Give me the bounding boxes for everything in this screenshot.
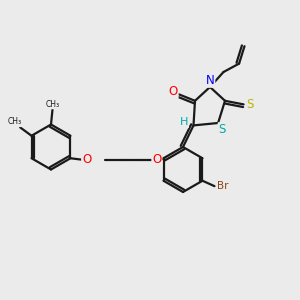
Text: CH₃: CH₃ (8, 118, 22, 127)
Text: S: S (247, 98, 254, 111)
Text: CH₃: CH₃ (46, 100, 60, 109)
Text: O: O (169, 85, 178, 98)
Text: O: O (152, 153, 161, 166)
Text: S: S (219, 123, 226, 136)
Text: H: H (180, 117, 188, 128)
Text: N: N (206, 74, 214, 87)
Text: O: O (82, 153, 91, 166)
Text: Br: Br (217, 181, 228, 191)
